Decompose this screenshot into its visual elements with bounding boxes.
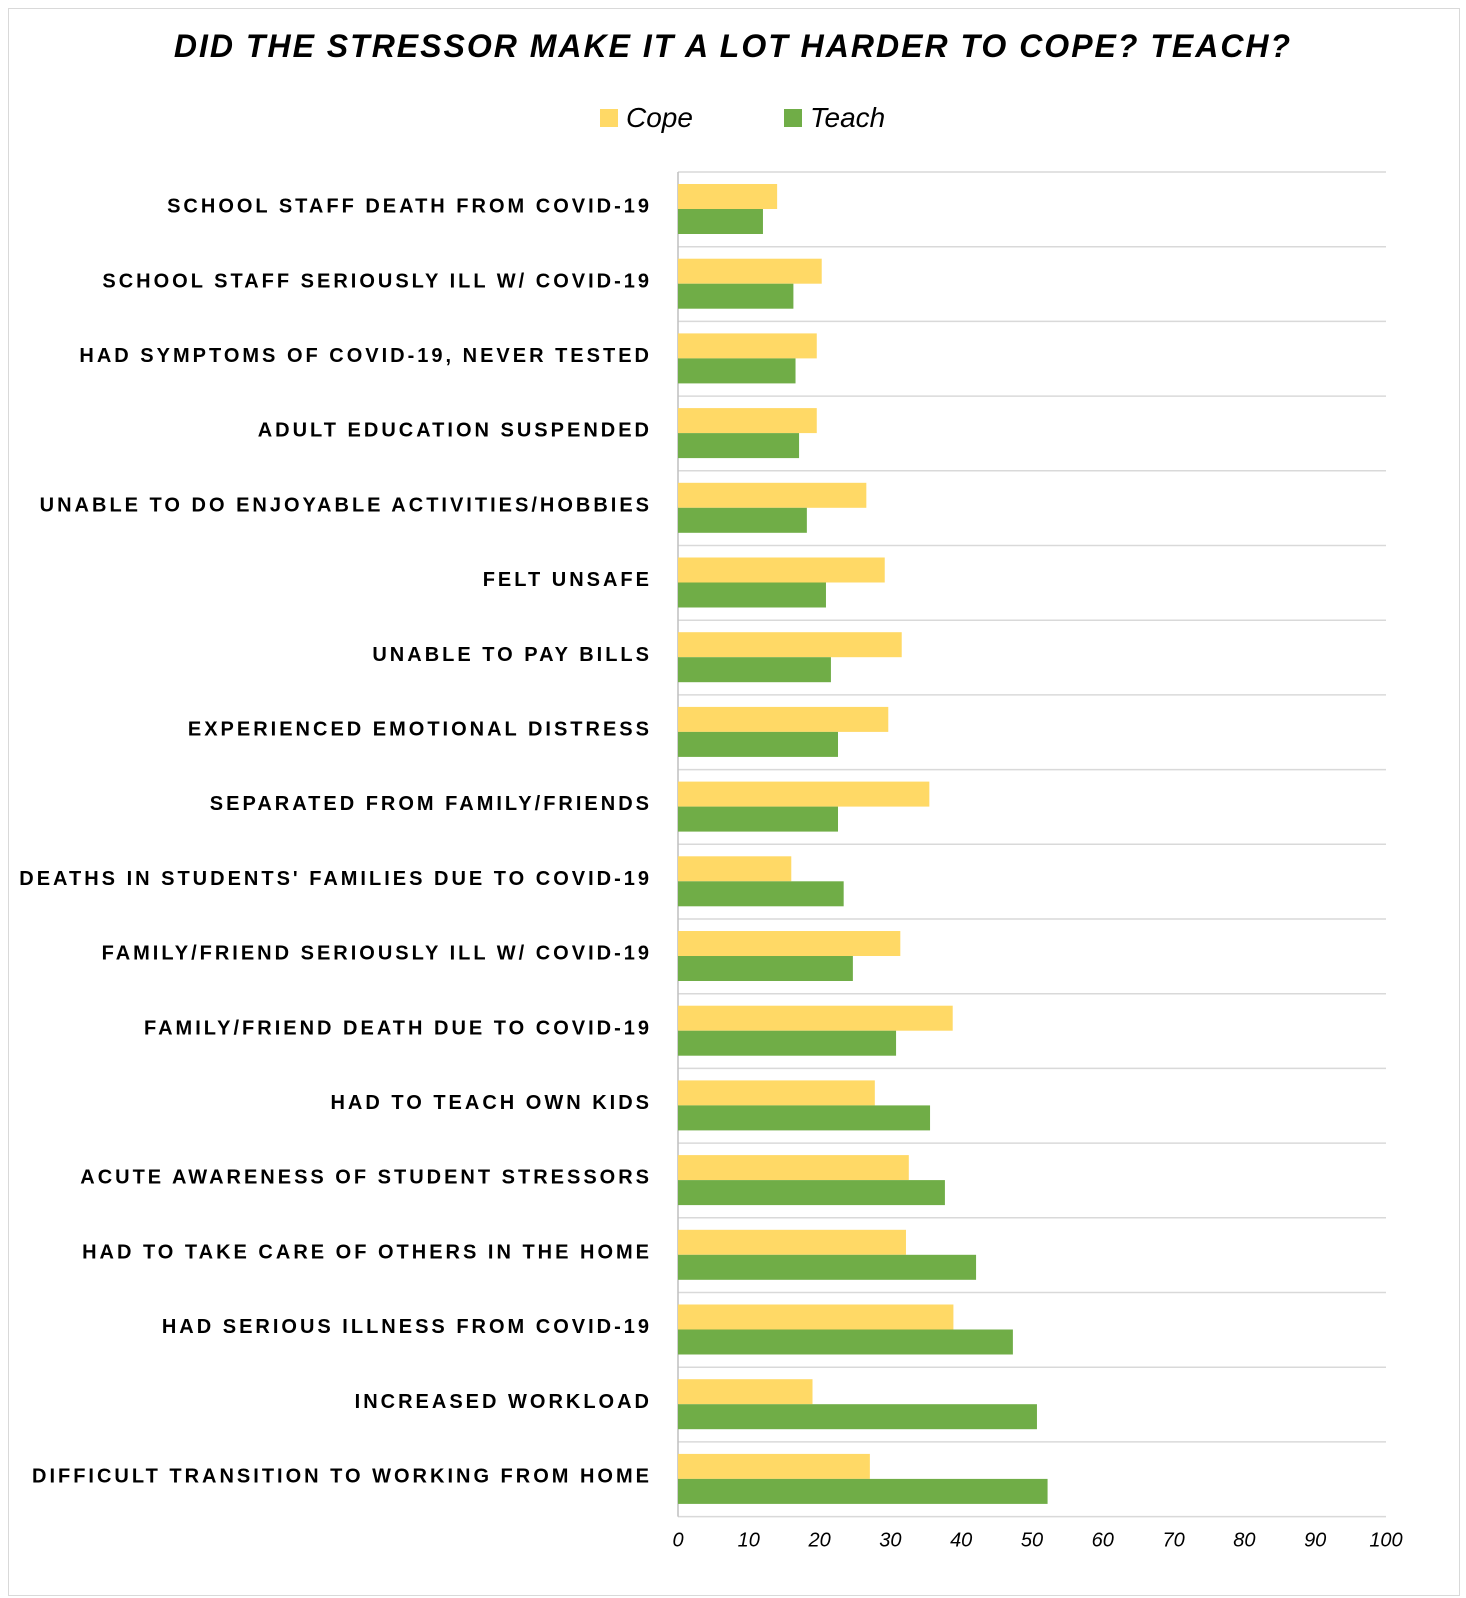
x-tick-label: 90: [1304, 1530, 1326, 1552]
category-label: DEATHS IN STUDENTS' FAMILIES DUE TO COVI…: [19, 868, 652, 890]
bar-cope: [678, 856, 792, 882]
x-tick-label: 20: [807, 1530, 830, 1552]
x-tick-label: 10: [738, 1530, 760, 1552]
category-label: HAD TO TAKE CARE OF OTHERS IN THE HOME: [82, 1241, 652, 1263]
legend-item-cope: Cope: [600, 102, 693, 134]
bar-cope: [678, 1005, 953, 1031]
bar-teach: [678, 1105, 931, 1131]
bar-teach: [678, 881, 844, 907]
x-tick-label: 60: [1092, 1530, 1114, 1552]
bar-cope: [678, 258, 822, 284]
category-label: SCHOOL STAFF DEATH FROM COVID-19: [167, 196, 652, 218]
category-label: ACUTE AWARENESS OF STUDENT STRESSORS: [80, 1167, 652, 1189]
legend-swatch-teach: [784, 109, 802, 127]
x-tick-label: 70: [1162, 1530, 1184, 1552]
x-tick-label: 80: [1233, 1530, 1255, 1552]
chart-frame: [8, 8, 1460, 1596]
bar-cope: [678, 632, 902, 658]
x-tick-label: 0: [672, 1530, 683, 1552]
bar-cope: [678, 1304, 954, 1330]
chart-title: DID THE STRESSOR MAKE IT A LOT HARDER TO…: [173, 28, 1293, 64]
bar-cope: [678, 706, 889, 732]
x-tick-label: 100: [1369, 1530, 1402, 1552]
x-tick-label: 50: [1021, 1530, 1043, 1552]
bar-cope: [678, 482, 867, 508]
bar-teach: [678, 956, 853, 981]
bar-cope: [678, 408, 817, 434]
legend-item-teach: Teach: [784, 102, 885, 134]
bar-teach: [678, 1254, 977, 1280]
bar-teach: [678, 433, 800, 459]
category-label: SCHOOL STAFF SERIOUSLY ILL W/ COVID-19: [102, 270, 652, 292]
x-tick-label: 30: [879, 1530, 901, 1552]
bar-cope: [678, 1379, 813, 1405]
category-label: HAD TO TEACH OWN KIDS: [330, 1092, 652, 1114]
bar-cope: [678, 1155, 909, 1181]
bar-cope: [678, 1229, 906, 1255]
bar-cope: [678, 1080, 875, 1106]
category-label: UNABLE TO PAY BILLS: [372, 644, 652, 666]
category-label: HAD SERIOUS ILLNESS FROM COVID-19: [162, 1316, 652, 1338]
category-label: ADULT EDUCATION SUSPENDED: [258, 420, 652, 442]
bar-teach: [678, 358, 796, 384]
bar-teach: [678, 209, 763, 234]
bar-teach: [678, 283, 794, 309]
bar-teach: [678, 731, 839, 757]
category-label: INCREASED WORKLOAD: [355, 1391, 652, 1413]
category-label: FELT UNSAFE: [483, 569, 652, 591]
bar-cope: [678, 1453, 870, 1479]
bar-cope: [678, 557, 885, 583]
bar-cope: [678, 931, 901, 956]
bar-cope: [678, 184, 778, 209]
bar-teach: [678, 1478, 1048, 1504]
bar-teach: [678, 1404, 1037, 1430]
category-label: FAMILY/FRIEND DEATH DUE TO COVID-19: [144, 1017, 652, 1039]
category-label: EXPERIENCED EMOTIONAL DISTRESS: [188, 719, 652, 741]
category-label: HAD SYMPTOMS OF COVID-19, NEVER TESTED: [79, 345, 652, 367]
x-tick-label: 40: [950, 1530, 972, 1552]
category-label: FAMILY/FRIEND SERIOUSLY ILL W/ COVID-19: [102, 943, 652, 965]
bar-teach: [678, 507, 807, 533]
legend-label-teach: Teach: [810, 102, 886, 133]
category-label: UNABLE TO DO ENJOYABLE ACTIVITIES/HOBBIE…: [40, 494, 652, 516]
category-label: DIFFICULT TRANSITION TO WORKING FROM HOM…: [32, 1466, 652, 1488]
legend-label-cope: Cope: [626, 102, 693, 133]
legend-swatch-cope: [600, 109, 618, 127]
bar-teach: [678, 1180, 945, 1206]
bar-teach: [678, 582, 826, 608]
bar-cope: [678, 781, 930, 807]
bar-teach: [678, 657, 831, 683]
bar-teach: [678, 1030, 897, 1056]
bar-teach: [678, 806, 839, 832]
bar-teach: [678, 1329, 1013, 1355]
bar-cope: [678, 333, 817, 359]
category-label: SEPARATED FROM FAMILY/FRIENDS: [210, 793, 652, 815]
